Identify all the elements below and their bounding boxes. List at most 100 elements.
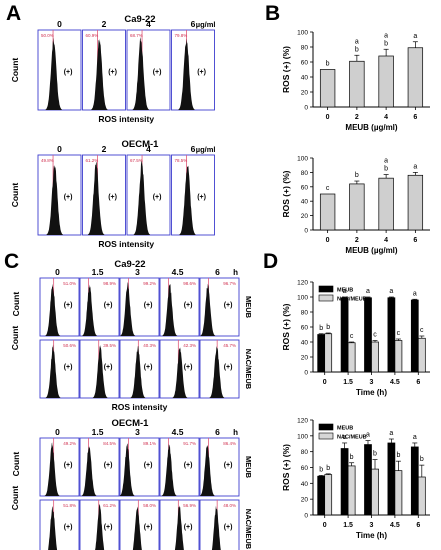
significance-letter: b — [319, 466, 323, 473]
panel-c-histogram-frame — [39, 339, 80, 399]
panel-c-gate-percent: 84.5% — [103, 441, 116, 446]
significance-letter: b — [384, 166, 388, 173]
panel-c-time-label: 4.5 — [172, 427, 184, 437]
bar — [319, 193, 336, 231]
bar-meub — [410, 299, 419, 373]
x-tick-label: 1.5 — [343, 379, 353, 386]
y-tick-label: 0 — [304, 105, 308, 112]
panel-c-histogram-peak — [161, 443, 177, 496]
panel-c-row-label: MEUB — [244, 456, 253, 479]
panel-c-positive-label: (+) — [104, 462, 113, 469]
panel-c-gate-percent: 58.0% — [143, 503, 156, 508]
significance-letter: c — [326, 185, 330, 192]
x-axis-label: Time (h) — [356, 388, 387, 397]
significance-letter: a — [384, 158, 388, 165]
significance-letter: a — [355, 38, 359, 45]
panel-letter-c: C — [4, 250, 20, 273]
panel-c-time-label: 1.5 — [92, 427, 104, 437]
significance-letter: a — [343, 434, 347, 441]
panel-c-time-label: 3 — [135, 267, 140, 277]
panel-c-positive-label: (+) — [224, 302, 233, 309]
panel-c-histogram-frame — [39, 499, 80, 550]
panel-a-histogram-frame — [37, 154, 82, 236]
y-tick-label: 100 — [297, 156, 308, 163]
panel-a-histogram-frame — [37, 29, 82, 111]
y-tick-label: 60 — [301, 60, 309, 67]
significance-letter: a — [413, 290, 417, 297]
y-tick-label: 20 — [301, 355, 309, 362]
panel-a-gate-percent: 50.0% — [41, 33, 54, 38]
panel-c-positive-label: (+) — [224, 462, 233, 469]
panel-c-gate-percent: 51.8% — [63, 503, 76, 508]
panel-a-histogram-peak — [87, 161, 105, 235]
bar-nac-meub — [371, 468, 379, 516]
panel-c-gate-percent: 48.0% — [223, 503, 236, 508]
panel-a-histogram-peak — [179, 165, 196, 235]
y-tick-label: 0 — [304, 513, 308, 520]
panel-letter-d: D — [263, 250, 279, 273]
panel-a-positive-label: (+) — [153, 194, 162, 201]
panel-c-gate-percent: 39.5% — [103, 343, 116, 348]
bar-meub — [364, 297, 372, 373]
panel-c-histogram-peak — [45, 283, 61, 336]
panel-c-title-oecm1: OECM-1 — [111, 418, 149, 429]
panel-c-histogram-peak — [119, 443, 135, 496]
y-axis-label: ROS (+) (%) — [281, 46, 291, 93]
significance-letter: c — [373, 332, 377, 339]
significance-letter: a — [389, 288, 393, 295]
panel-a-histogram-frame — [171, 154, 215, 236]
panel-c-histogram-peak — [44, 442, 60, 496]
bar-meub — [340, 297, 349, 373]
bar-meub — [317, 334, 326, 373]
legend-label: NAC/MEUB — [337, 297, 367, 303]
panel-c-row-label: NAC/MEUB — [244, 509, 253, 550]
panel-a-gate-percent: 78.5% — [175, 158, 188, 163]
y-tick-label: 80 — [301, 310, 309, 317]
panel-a-gate-percent: 68.7% — [130, 33, 143, 38]
panel-c-count-label: Count — [10, 326, 20, 351]
y-tick-label: 120 — [297, 280, 308, 287]
bar-nac-meub — [371, 341, 379, 373]
panel-c-time-label: 3 — [135, 427, 140, 437]
panel-c-time-label: 0 — [55, 427, 60, 437]
panel-c-histogram-peak — [211, 505, 221, 550]
bar-meub — [410, 446, 419, 516]
panel-c-positive-label: (+) — [64, 524, 73, 531]
x-tick-label: 4.5 — [390, 522, 400, 529]
panel-c-histogram-peak — [92, 345, 108, 398]
panel-a-histogram-peak — [178, 38, 195, 111]
panel-a-units: µg/ml — [196, 145, 216, 154]
x-tick-label: 4 — [384, 237, 388, 244]
x-tick-label: 4 — [384, 114, 388, 121]
legend-swatch — [318, 285, 334, 293]
y-tick-label: 20 — [301, 497, 309, 504]
panel-c-positive-label: (+) — [144, 524, 153, 531]
x-tick-label: 0 — [326, 237, 330, 244]
panel-a-xlabel: ROS intensity — [98, 114, 154, 124]
panel-c-positive-label: (+) — [64, 364, 73, 371]
panel-c-gate-percent: 89.1% — [143, 441, 156, 446]
panel-a-title-oecm1: OECM-1 — [121, 139, 159, 150]
y-axis-label: ROS (+) (%) — [281, 444, 291, 491]
panel-c-gate-percent: 98.9% — [103, 281, 116, 286]
x-axis-label: Time (h) — [356, 531, 387, 540]
significance-letter: b — [396, 452, 400, 459]
panel-a-dose-label: 2 — [102, 144, 107, 154]
panel-c-positive-label: (+) — [64, 302, 73, 309]
panel-c-histogram-peak — [172, 347, 188, 398]
panel-a-histogram-peak — [91, 38, 108, 110]
significance-letter: a — [384, 32, 388, 39]
panel-a-gate-percent: 67.5% — [130, 158, 143, 163]
panel-c-histogram-peak — [120, 282, 136, 336]
x-tick-label: 3 — [370, 379, 374, 386]
bar — [407, 174, 424, 231]
panel-c-histogram-peak — [81, 446, 97, 496]
panel-a-histogram-peak — [45, 37, 62, 111]
y-tick-label: 40 — [301, 481, 309, 488]
bar-meub — [387, 442, 396, 516]
panel-a-dose-label: 6 — [191, 144, 196, 154]
panel-a-histogram-frame — [82, 154, 126, 236]
x-tick-label: 6 — [416, 379, 420, 386]
panel-a-positive-label: (+) — [108, 194, 117, 201]
